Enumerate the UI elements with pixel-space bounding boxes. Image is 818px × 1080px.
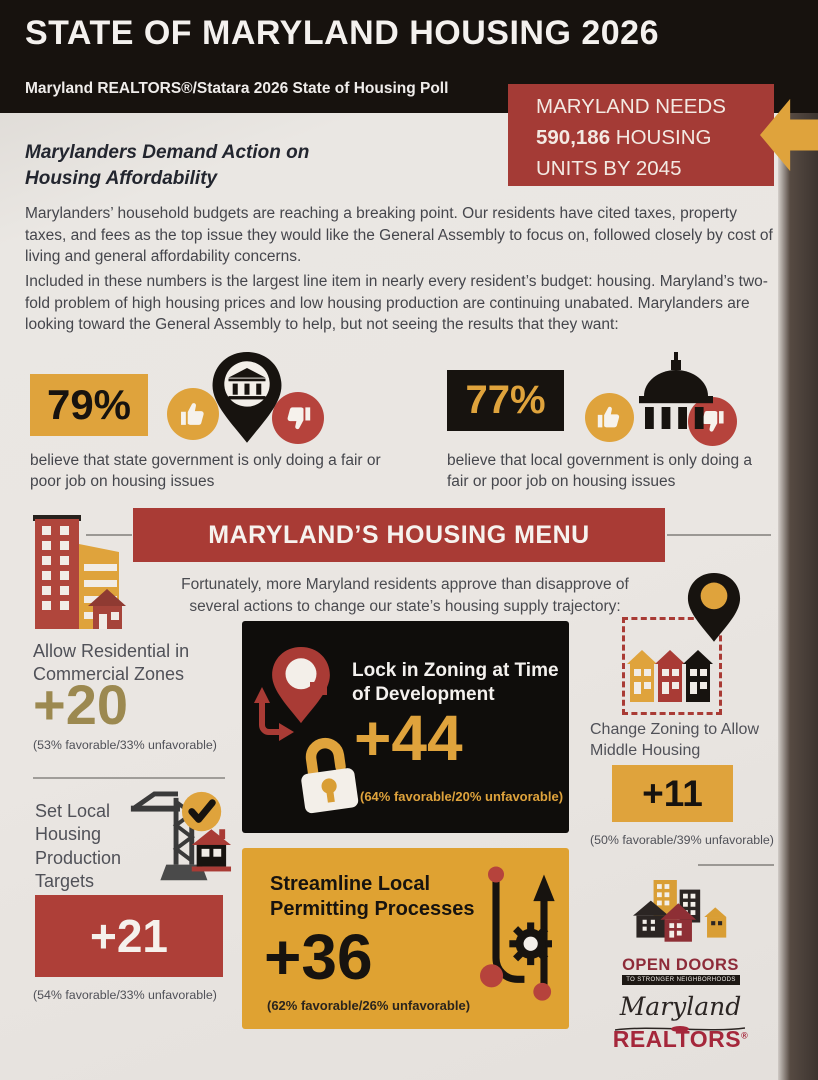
measure-lock-zoning-detail: (64% favorable/20% unfavorable) [360,789,564,804]
divider [698,864,774,866]
intro-paragraph-1: Marylanders’ household budgets are reach… [25,205,773,266]
photo-page-edge [778,0,818,1080]
stat-local-gov-caption: believe that local government is only do… [447,452,753,490]
stat-state-gov-value: 79% [30,374,148,436]
thumbs-down-icon [272,392,324,444]
badge-line3: UNITS BY 2045 [536,156,682,180]
measure-middle-housing-label: Change Zoning to Allow Middle Housing [590,721,759,759]
measure-residential-commercial-detail: (53% favorable/33% unfavorable) [33,738,217,752]
heading-line1: Marylanders Demand Action on [25,142,310,163]
measure-permitting-detail: (62% favorable/26% unfavorable) [267,998,471,1013]
zoning-dashed-outline [622,617,722,715]
badge-line2: HOUSING [610,125,712,149]
measure-lock-zoning-score: +44 [354,702,463,774]
realtors-name: REALTORS [612,1026,742,1052]
construction-crane-icon [125,788,233,888]
realtors-logo-text: REALTORS® [608,1026,753,1053]
logo-flourish-icon [614,1020,746,1032]
capitol-dome-icon [628,352,724,434]
menu-subtitle-line1: Fortunately, more Maryland residents app… [181,576,629,593]
housing-menu-banner: MARYLAND’S HOUSING MENU [133,508,665,562]
measure-lock-zoning-label: Lock in Zoning at Time of Development [352,660,559,705]
row-houses-icon [627,642,713,704]
banner-flank-line [667,534,771,536]
measure-production-targets-score: +21 [35,895,223,977]
measure-middle-housing-score: +11 [612,765,733,822]
badge-line1: MARYLAND NEEDS [536,95,726,118]
map-pin-icon [270,647,332,725]
intro-paragraph-2: Included in these numbers is the largest… [25,273,768,334]
registered-mark: ® [741,1030,749,1041]
thumbs-up-icon [167,388,219,440]
stat-local-gov-value: 77% [447,370,564,431]
measure-lock-zoning-card: Lock in Zoning at Time of Development +4… [242,621,569,833]
section-heading: Marylanders Demand Action on Housing Aff… [25,140,309,191]
padlock-icon [286,725,367,818]
measure-permitting-card: Streamline Local Permitting Processes +3… [242,848,569,1029]
state-government-pin-icon [210,352,284,444]
measure-production-targets-label: Set Local Housing Production Targets [35,801,122,892]
map-pin-icon [686,573,742,643]
badge-number: 590,186 [536,125,611,149]
heading-line2: Housing Affordability [25,167,218,189]
open-doors-tagline: TO STRONGER NEIGHBORHOODS [622,975,740,985]
process-flow-gear-icon [480,862,560,1014]
housing-menu-subtitle: Fortunately, more Maryland residents app… [140,574,670,617]
cycle-arrows-icon [252,679,332,757]
thumbs-up-icon [585,393,634,442]
measure-permitting-label: Streamline Local Permitting Processes [270,873,475,920]
measure-permitting-score: +36 [264,921,373,993]
measure-production-targets-detail: (54% favorable/33% unfavorable) [33,988,217,1002]
open-doors-logo-icon [633,880,729,958]
housing-needs-badge: MARYLAND NEEDS 590,186 HOUSING UNITS BY … [508,84,774,186]
divider [33,777,225,779]
measure-residential-commercial-label: Allow Residential in Commercial Zones [33,641,190,685]
stat-state-gov-caption: believe that state government is only do… [30,452,381,490]
banner-flank-line [86,534,132,536]
header-subtitle: Maryland REALTORS®/Statara 2026 State of… [25,80,449,97]
menu-subtitle-line2: several actions to change our state’s ho… [189,597,621,615]
measure-residential-commercial-score: +20 [33,673,128,736]
city-buildings-icon [30,510,126,632]
maryland-script-logo: Maryland [619,992,742,1021]
page-title: STATE OF MARYLAND HOUSING 2026 [25,14,659,52]
open-doors-title: OPEN DOORS [622,956,739,974]
measure-middle-housing-detail: (50% favorable/39% unfavorable) [590,833,774,847]
